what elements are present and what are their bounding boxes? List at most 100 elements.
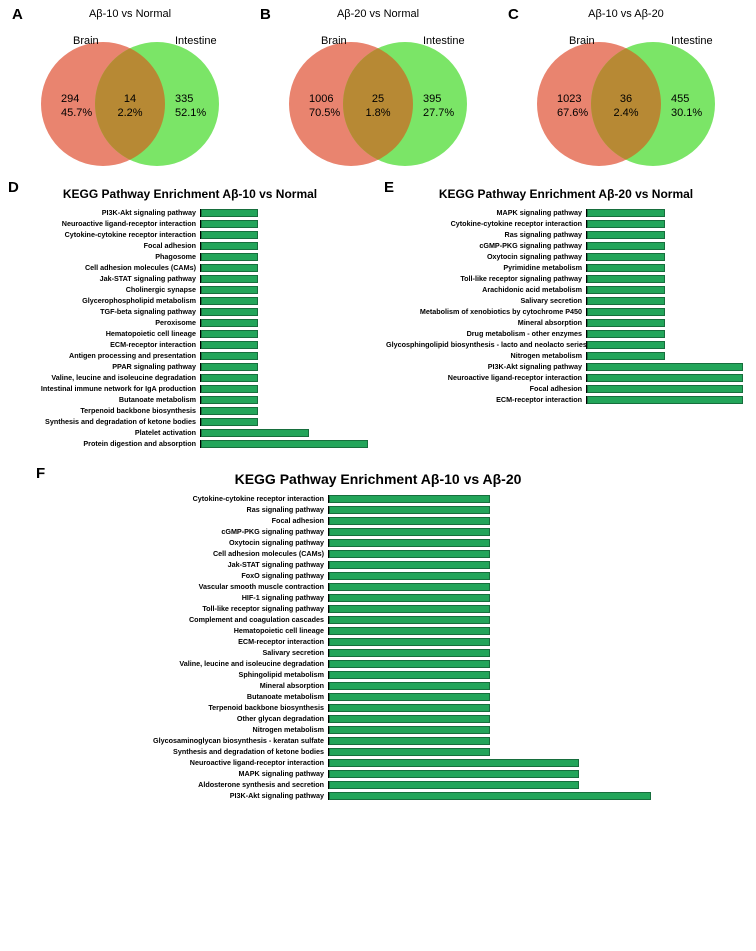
kegg-bar [329, 682, 490, 690]
kegg-bar [329, 660, 490, 668]
kegg-axis [200, 429, 370, 437]
kegg-label: Synthesis and degradation of ketone bodi… [98, 747, 328, 756]
kegg-label: Synthesis and degradation of ketone bodi… [10, 417, 200, 426]
kegg-label: Cytokine-cytokine receptor interaction [386, 219, 586, 228]
kegg-bar [201, 264, 258, 272]
kegg-axis [200, 341, 370, 349]
kegg-chart-d: PI3K-Akt signaling pathwayNeuroactive li… [10, 207, 370, 449]
kegg-bar [329, 517, 490, 525]
kegg-label: Complement and coagulation cascades [98, 615, 328, 624]
kegg-panel-e: E KEGG Pathway Enrichment Aβ-20 vs Norma… [386, 187, 746, 449]
kegg-row: PI3K-Akt signaling pathway [10, 207, 370, 218]
kegg-axis [200, 242, 370, 250]
kegg-bar [587, 253, 665, 261]
kegg-bar [587, 374, 743, 382]
kegg-row: Glycerophospholipid metabolism [10, 295, 370, 306]
venn-left-count: 1006 [309, 93, 333, 105]
kegg-axis [328, 770, 658, 778]
kegg-axis [200, 264, 370, 272]
kegg-label: Pyrimidine metabolism [386, 263, 586, 272]
kegg-row: Cytokine-cytokine receptor interaction [10, 229, 370, 240]
venn-right-count: 395 [423, 93, 441, 105]
kegg-bar [329, 781, 579, 789]
kegg-title-f: KEGG Pathway Enrichment Aβ-10 vs Aβ-20 [98, 471, 658, 487]
kegg-bar [201, 440, 368, 448]
kegg-label: HIF-1 signaling pathway [98, 593, 328, 602]
kegg-row: Nitrogen metabolism [386, 350, 746, 361]
kegg-bar [587, 396, 743, 404]
kegg-label: Terpenoid backbone biosynthesis [98, 703, 328, 712]
venn-label-brain: Brain [73, 35, 99, 47]
kegg-bar [329, 649, 490, 657]
kegg-axis [200, 330, 370, 338]
kegg-row: Hematopoietic cell lineage [10, 328, 370, 339]
kegg-label: Nitrogen metabolism [98, 725, 328, 734]
venn-left-count: 1023 [557, 93, 581, 105]
kegg-bar [587, 297, 665, 305]
kegg-axis [328, 495, 658, 503]
kegg-label: cGMP-PKG signaling pathway [386, 241, 586, 250]
kegg-row: HIF-1 signaling pathway [98, 592, 658, 603]
kegg-bar [587, 363, 743, 371]
kegg-chart-e: MAPK signaling pathway Cytokine-cytokine … [386, 207, 746, 405]
kegg-bar [329, 506, 490, 514]
kegg-row: Arachidonic acid metabolism [386, 284, 746, 295]
kegg-row: Focal adhesion [386, 383, 746, 394]
kegg-bar [329, 583, 490, 591]
kegg-axis [200, 297, 370, 305]
kegg-row: Jak-STAT signaling pathway [98, 559, 658, 570]
kegg-label: Nitrogen metabolism [386, 351, 586, 360]
kegg-bar [587, 352, 665, 360]
kegg-label: Toll-like receptor signaling pathway [386, 274, 586, 283]
venn-panel-a: AAβ-10 vs Normal Brain Intestine 294 45.… [10, 8, 250, 169]
kegg-row: Ras signaling pathway [98, 504, 658, 515]
kegg-row: Nitrogen metabolism [98, 724, 658, 735]
venn-row: AAβ-10 vs Normal Brain Intestine 294 45.… [10, 8, 746, 169]
kegg-label: Focal adhesion [98, 516, 328, 525]
kegg-row: Protein digestion and absorption [10, 438, 370, 449]
venn-left-pct: 67.6% [557, 107, 588, 119]
kegg-chart-f: Cytokine-cytokine receptor interactionRa… [98, 493, 658, 801]
venn-label-intestine: Intestine [175, 35, 217, 47]
venn-svg: Brain Intestine 1023 67.6% 36 2.4% 455 3… [511, 24, 741, 169]
kegg-label: Oxytocin signaling pathway [386, 252, 586, 261]
venn-right-count: 455 [671, 93, 689, 105]
kegg-label: Cytokine-cytokine receptor interaction [98, 494, 328, 503]
kegg-row: Focal adhesion [98, 515, 658, 526]
kegg-bar [201, 407, 258, 415]
kegg-label: Sphingolipid metabolism [98, 670, 328, 679]
kegg-axis [328, 781, 658, 789]
kegg-row: Valine, leucine and isoleucine degradati… [10, 372, 370, 383]
venn-title: Aβ-10 vs Normal [10, 8, 250, 20]
kegg-row: Peroxisome [10, 317, 370, 328]
kegg-bar [329, 572, 490, 580]
kegg-bar [587, 264, 665, 272]
kegg-label: Drug metabolism - other enzymes [386, 329, 586, 338]
venn-right-pct: 52.1% [175, 107, 206, 119]
kegg-axis [200, 253, 370, 261]
kegg-label: Mineral absorption [98, 681, 328, 690]
kegg-label: Phagosome [10, 252, 200, 261]
kegg-bar [329, 737, 490, 745]
kegg-row: Complement and coagulation cascades [98, 614, 658, 625]
kegg-axis [586, 275, 746, 283]
kegg-bar [329, 715, 490, 723]
kegg-axis [328, 616, 658, 624]
venn-label-intestine: Intestine [423, 35, 465, 47]
kegg-label: Mineral absorption [386, 318, 586, 327]
kegg-label: Terpenoid backbone biosynthesis [10, 406, 200, 415]
kegg-axis [328, 572, 658, 580]
kegg-bar [329, 693, 490, 701]
kegg-bar [201, 275, 258, 283]
kegg-label: MAPK signaling pathway [386, 208, 586, 217]
kegg-axis [328, 748, 658, 756]
kegg-row: Phagosome [10, 251, 370, 262]
kegg-axis [586, 231, 746, 239]
venn-overlap-count: 25 [372, 93, 384, 105]
kegg-label: Antigen processing and presentation [10, 351, 200, 360]
kegg-bar [201, 352, 258, 360]
kegg-axis [328, 583, 658, 591]
kegg-row: Mineral absorption [386, 317, 746, 328]
kegg-row: Hematopoietic cell lineage [98, 625, 658, 636]
kegg-bar [329, 759, 579, 767]
